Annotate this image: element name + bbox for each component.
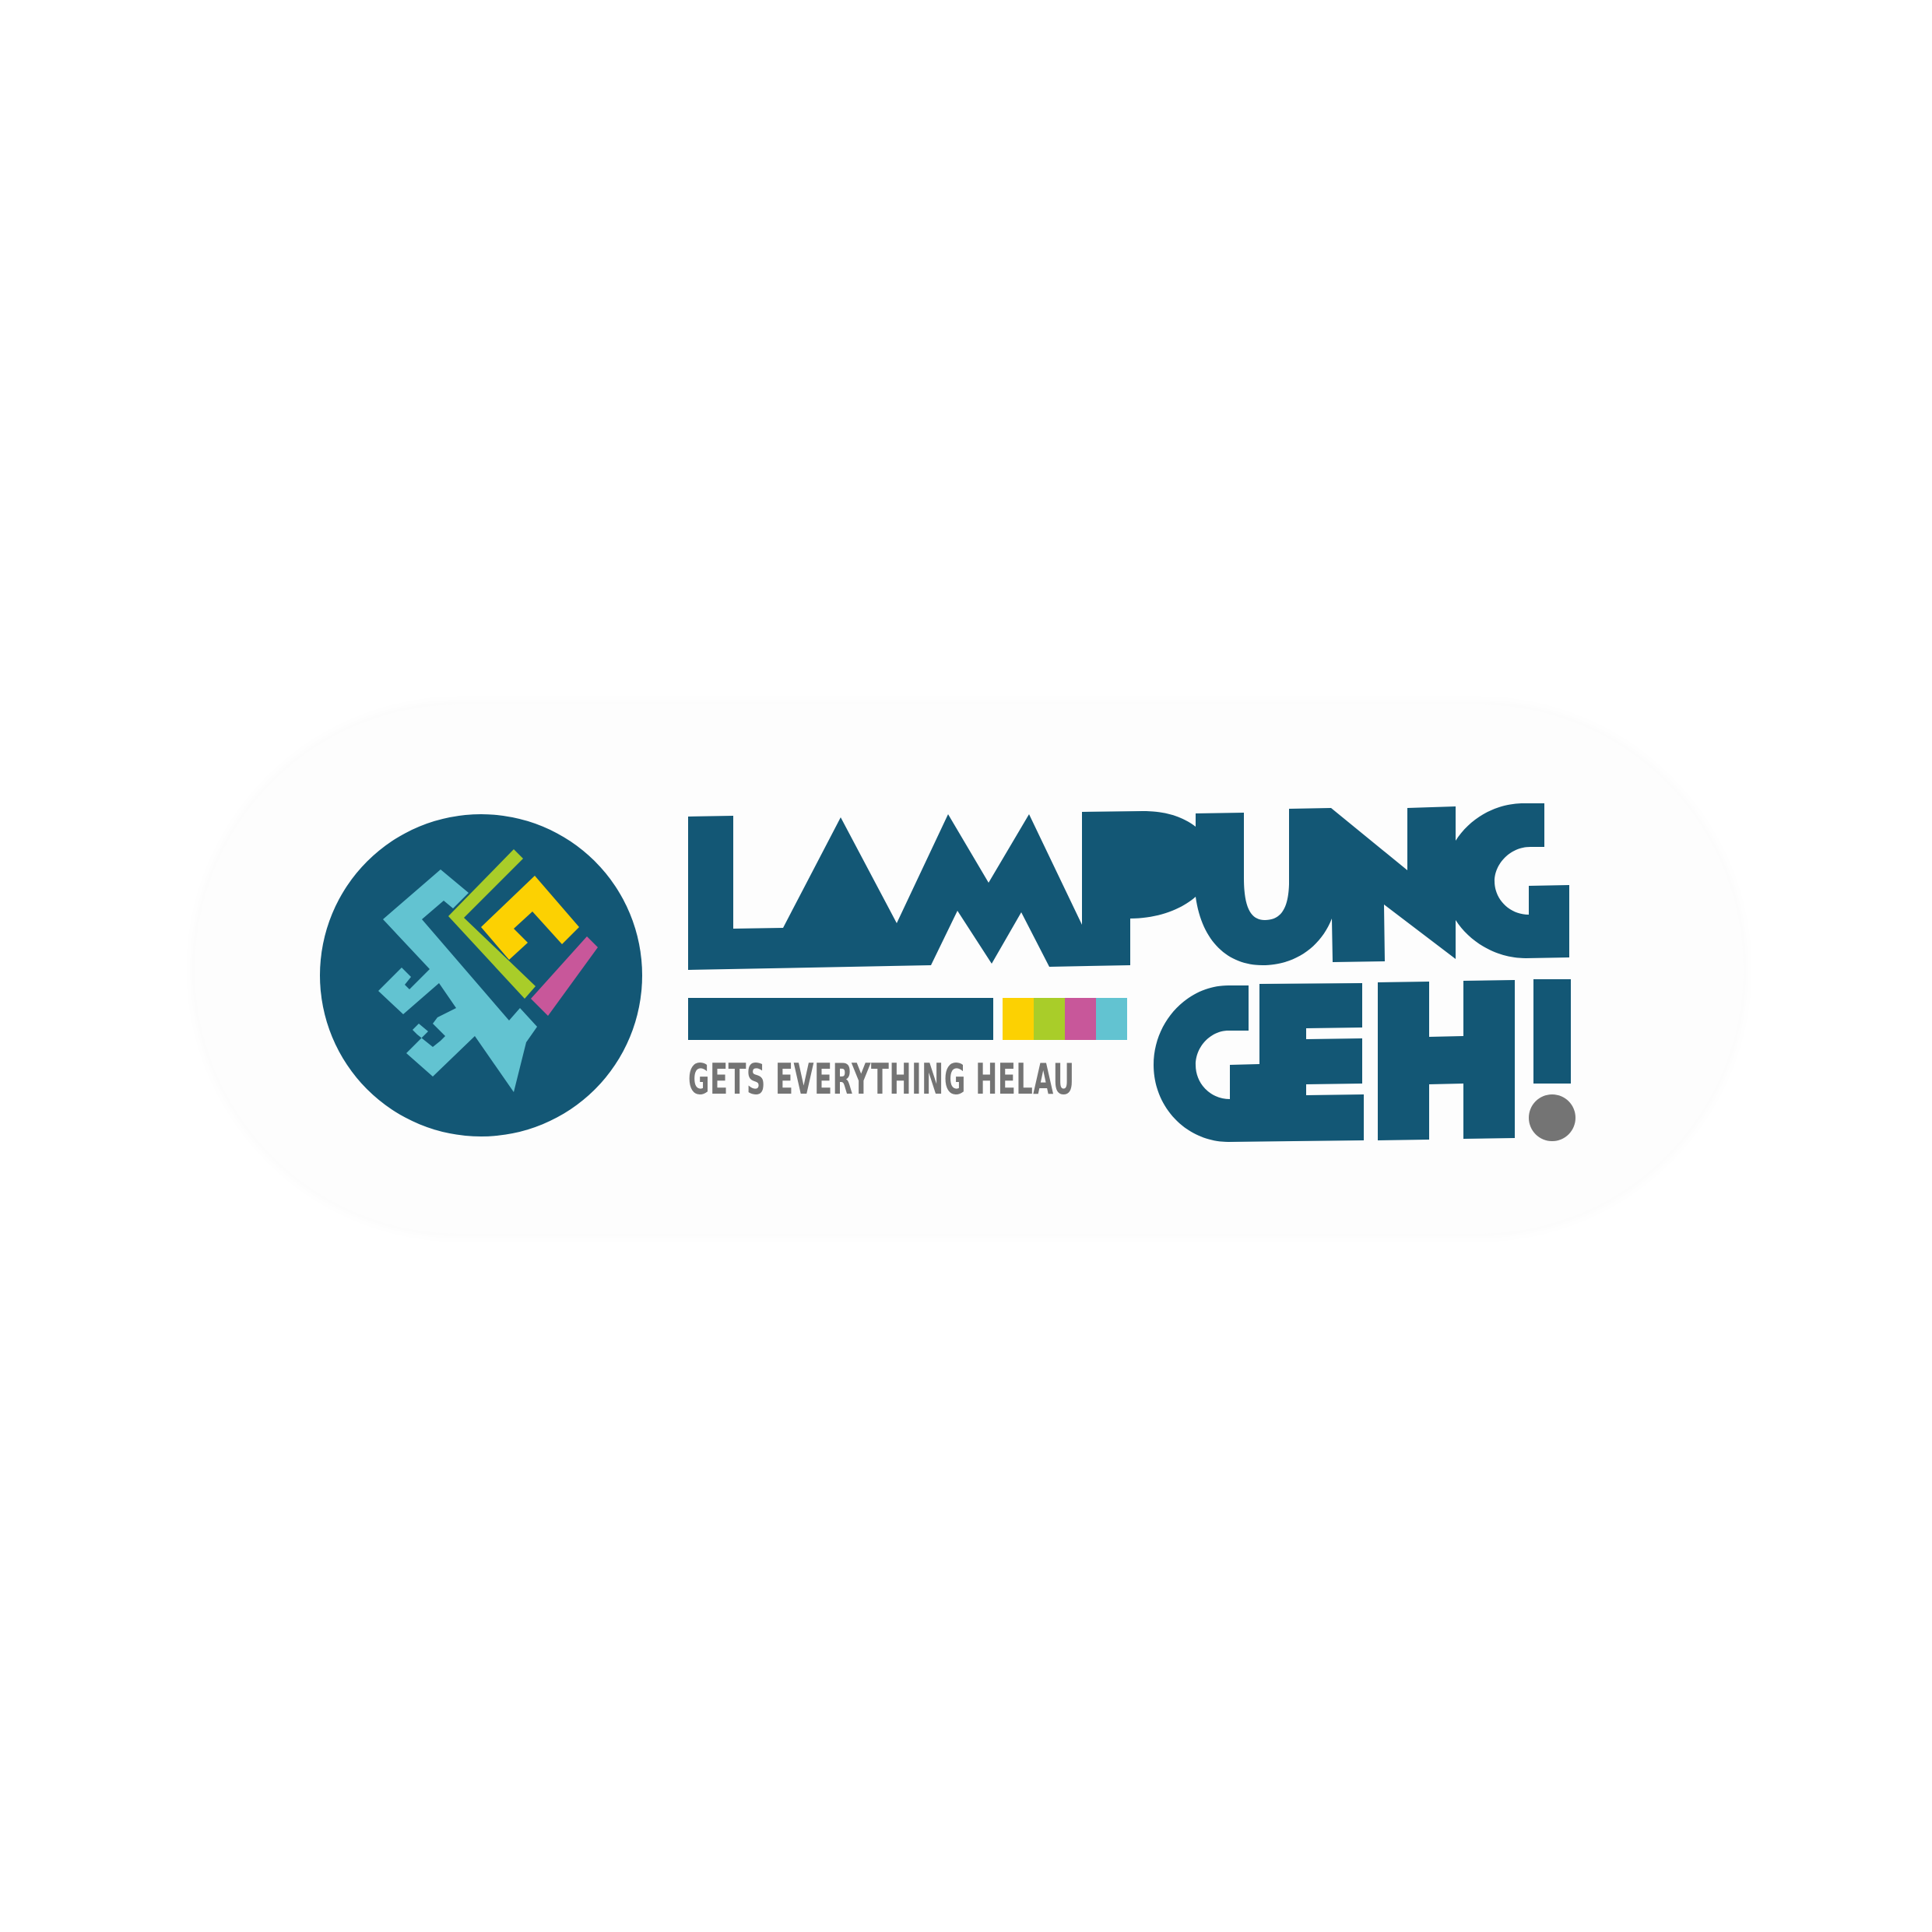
color-stripe-icon — [1003, 998, 1127, 1040]
exclamation-dot-icon — [1529, 1094, 1575, 1141]
siger-emblem-icon — [320, 814, 642, 1136]
logo-tagline: GETS EVERYTHING HELAU — [688, 1055, 1075, 1104]
